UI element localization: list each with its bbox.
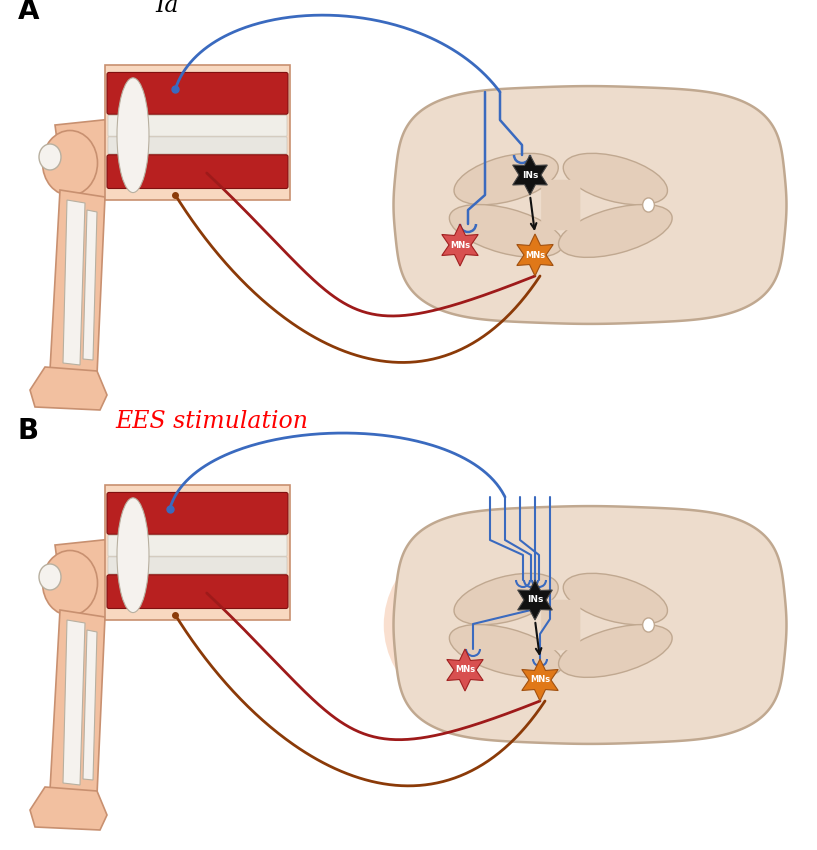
Polygon shape [30, 367, 107, 410]
FancyBboxPatch shape [108, 116, 287, 136]
Ellipse shape [42, 131, 97, 196]
FancyBboxPatch shape [108, 557, 287, 574]
Text: MNs: MNs [530, 676, 550, 684]
Polygon shape [517, 234, 553, 276]
Ellipse shape [384, 513, 676, 737]
Ellipse shape [117, 78, 149, 193]
FancyBboxPatch shape [107, 155, 288, 189]
Polygon shape [55, 105, 250, 200]
Ellipse shape [449, 205, 563, 258]
Polygon shape [50, 610, 105, 795]
Polygon shape [522, 659, 558, 701]
FancyBboxPatch shape [108, 137, 287, 154]
FancyBboxPatch shape [108, 536, 287, 556]
FancyBboxPatch shape [107, 575, 288, 609]
Ellipse shape [559, 625, 672, 677]
Polygon shape [447, 649, 483, 691]
Ellipse shape [454, 573, 558, 625]
Text: INs: INs [527, 596, 543, 604]
Polygon shape [83, 630, 97, 780]
FancyBboxPatch shape [107, 492, 288, 535]
Text: A: A [18, 0, 39, 25]
FancyBboxPatch shape [105, 485, 290, 620]
Ellipse shape [39, 564, 61, 590]
FancyBboxPatch shape [107, 72, 288, 114]
Polygon shape [63, 200, 85, 365]
Text: INs: INs [522, 171, 538, 179]
Ellipse shape [59, 630, 101, 720]
Ellipse shape [563, 153, 667, 205]
FancyBboxPatch shape [105, 65, 290, 200]
Text: Ia: Ia [155, 0, 178, 17]
FancyBboxPatch shape [541, 600, 580, 650]
Ellipse shape [117, 498, 149, 613]
Ellipse shape [449, 625, 563, 677]
Polygon shape [513, 155, 547, 195]
Polygon shape [83, 210, 97, 360]
Ellipse shape [643, 618, 654, 632]
Ellipse shape [563, 573, 667, 625]
Polygon shape [394, 86, 787, 324]
Ellipse shape [559, 205, 672, 258]
Text: MNs: MNs [525, 251, 545, 259]
Polygon shape [55, 525, 250, 620]
Polygon shape [518, 580, 552, 620]
Polygon shape [50, 190, 105, 375]
Text: MNs: MNs [450, 241, 470, 250]
FancyBboxPatch shape [541, 179, 580, 230]
Polygon shape [394, 506, 787, 744]
Ellipse shape [42, 551, 97, 615]
Text: EES stimulation: EES stimulation [115, 410, 308, 433]
Polygon shape [63, 620, 85, 785]
Polygon shape [442, 224, 478, 266]
Ellipse shape [643, 198, 654, 212]
Ellipse shape [59, 210, 101, 300]
Ellipse shape [39, 144, 61, 170]
Text: B: B [18, 417, 39, 445]
Ellipse shape [454, 153, 558, 205]
Text: MNs: MNs [455, 666, 475, 675]
Polygon shape [30, 787, 107, 830]
